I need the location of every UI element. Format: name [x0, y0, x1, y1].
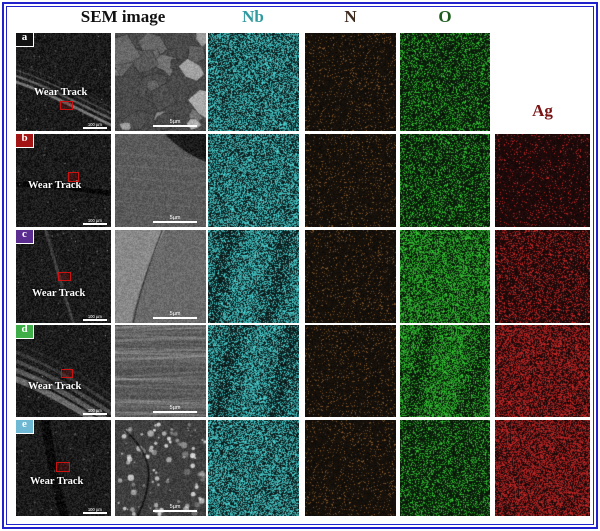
scale-bar-overview-b-text: 100 µm — [87, 218, 102, 223]
column-header-nb: Nb — [242, 7, 264, 26]
o-map-panel-d — [400, 325, 490, 417]
o-map-panel-c — [400, 230, 490, 323]
wear-track-label-a: Wear Track — [34, 87, 88, 98]
row-label-d: d — [16, 325, 34, 339]
sem-detail-panel-d: 5µm — [115, 325, 206, 417]
ag-map-panel-c — [495, 230, 590, 323]
scale-bar-detail-b-text: 5µm — [169, 214, 181, 221]
row-label-b: b — [16, 134, 34, 148]
wear-track-label-d: Wear Track — [28, 381, 82, 392]
scale-bar-overview-c-line — [82, 319, 108, 321]
n-map-panel-c — [305, 230, 396, 323]
row-label-e: e — [16, 420, 34, 434]
nb-map-panel-d — [208, 325, 299, 417]
wear-track-label-e: Wear Track — [30, 476, 84, 487]
nb-map-panel-e — [208, 420, 299, 516]
scale-bar-overview-a-text: 100 µm — [87, 122, 102, 127]
roi-marker-a — [60, 101, 73, 110]
scale-bar-overview-c-text: 100 µm — [87, 314, 102, 319]
scale-bar-detail-a: 5µm — [153, 118, 197, 127]
nb-map-panel-c — [208, 230, 299, 323]
scale-bar-overview-c: 100 µm — [82, 314, 108, 321]
column-header-sem: SEM image — [80, 7, 166, 26]
scale-bar-detail-d: 5µm — [153, 404, 197, 413]
wear-track-label-c: Wear Track — [32, 288, 86, 299]
roi-marker-e — [56, 462, 70, 472]
row-label-a: a — [16, 33, 34, 47]
sem-detail-panel-e: 5µm — [115, 420, 206, 516]
column-header-ag: Ag — [532, 101, 553, 120]
scale-bar-overview-e: 100 µm — [82, 507, 108, 514]
n-map-panel-b — [305, 134, 396, 227]
sem-overview-panel-e: e Wear Track 100 µm — [16, 420, 111, 516]
ag-map-panel-d — [495, 325, 590, 417]
sem-overview-panel-b: b Wear Track 100 µm — [16, 134, 111, 227]
scale-bar-detail-e-text: 5µm — [169, 503, 181, 510]
roi-marker-b — [68, 172, 79, 182]
scale-bar-detail-a-text: 5µm — [169, 118, 181, 125]
row-label-c: c — [16, 230, 34, 244]
scale-bar-detail-b: 5µm — [153, 214, 197, 223]
sem-detail-panel-c: 5µm — [115, 230, 206, 323]
scale-bar-detail-c: 5µm — [153, 310, 197, 319]
scale-bar-overview-d-line — [82, 413, 108, 415]
n-map-panel-d — [305, 325, 396, 417]
scale-bar-overview-d-text: 100 µm — [87, 408, 102, 413]
scale-bar-detail-c-line — [153, 316, 197, 319]
scale-bar-overview-e-line — [82, 512, 108, 514]
wear-track-label-b: Wear Track — [28, 180, 82, 191]
scale-bar-overview-b: 100 µm — [82, 218, 108, 225]
scale-bar-overview-a-line — [82, 127, 108, 129]
n-map-panel-a — [305, 33, 396, 131]
scale-bar-detail-b-line — [153, 220, 197, 223]
scale-bar-detail-d-line — [153, 410, 197, 413]
scale-bar-overview-e-text: 100 µm — [87, 507, 102, 512]
scale-bar-overview-a: 100 µm — [82, 122, 108, 129]
o-map-panel-b — [400, 134, 490, 227]
scale-bar-detail-a-line — [153, 124, 197, 127]
scale-bar-detail-e-line — [153, 509, 197, 512]
column-header-o: O — [438, 7, 452, 26]
sem-detail-panel-a: 5µm — [115, 33, 206, 131]
scale-bar-overview-b-line — [82, 223, 108, 225]
column-header-n: N — [344, 7, 357, 26]
roi-marker-c — [58, 272, 71, 281]
scale-bar-detail-e: 5µm — [153, 503, 197, 512]
scale-bar-overview-d: 100 µm — [82, 408, 108, 415]
ag-map-panel-e — [495, 420, 590, 516]
o-map-panel-e — [400, 420, 490, 516]
scale-bar-detail-d-text: 5µm — [169, 404, 181, 411]
nb-map-panel-b — [208, 134, 299, 227]
nb-map-panel-a — [208, 33, 299, 131]
sem-overview-panel-a: a Wear Track 100 µm — [16, 33, 111, 131]
ag-map-panel-b — [495, 134, 590, 227]
n-map-panel-e — [305, 420, 396, 516]
o-map-panel-a — [400, 33, 490, 131]
roi-marker-d — [61, 369, 73, 378]
sem-overview-panel-c: c Wear Track 100 µm — [16, 230, 111, 323]
sem-detail-panel-b: 5µm — [115, 134, 206, 227]
sem-overview-panel-d: d Wear Track 100 µm — [16, 325, 111, 417]
scale-bar-detail-c-text: 5µm — [169, 310, 181, 317]
